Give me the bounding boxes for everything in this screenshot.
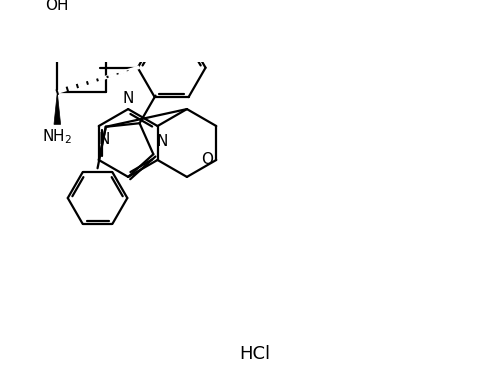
Text: NH$_2$: NH$_2$ [42, 128, 72, 146]
Polygon shape [106, 40, 136, 47]
Text: N: N [122, 91, 134, 106]
Text: OH: OH [46, 0, 69, 13]
Text: HCl: HCl [239, 345, 270, 363]
Text: N: N [156, 134, 168, 149]
Text: N: N [98, 132, 110, 147]
Text: O: O [201, 153, 213, 168]
Polygon shape [54, 92, 60, 125]
